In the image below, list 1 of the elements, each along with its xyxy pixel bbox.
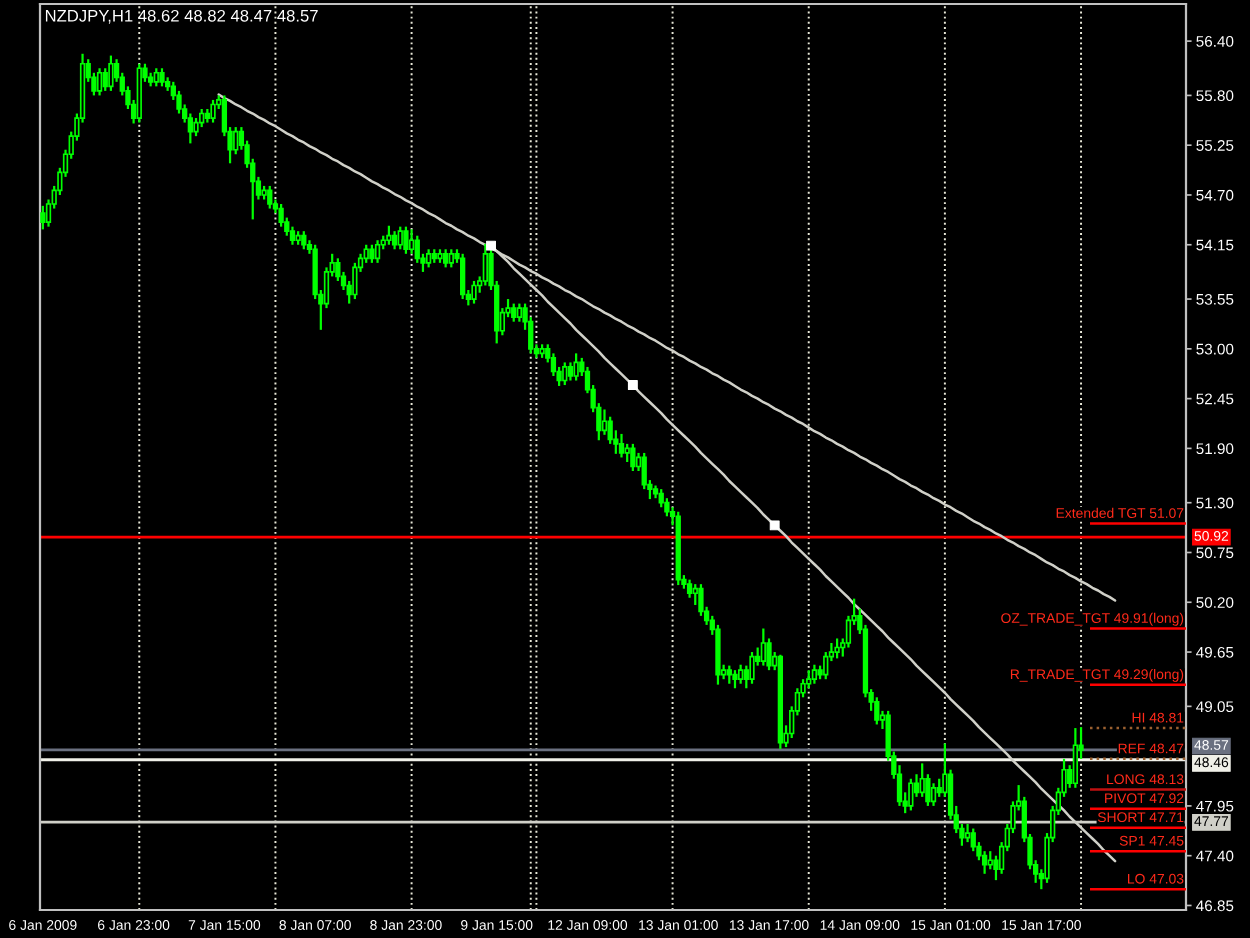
chart-title: NZDJPY,H1 48.62 48.82 48.47 48.57 xyxy=(45,9,318,24)
